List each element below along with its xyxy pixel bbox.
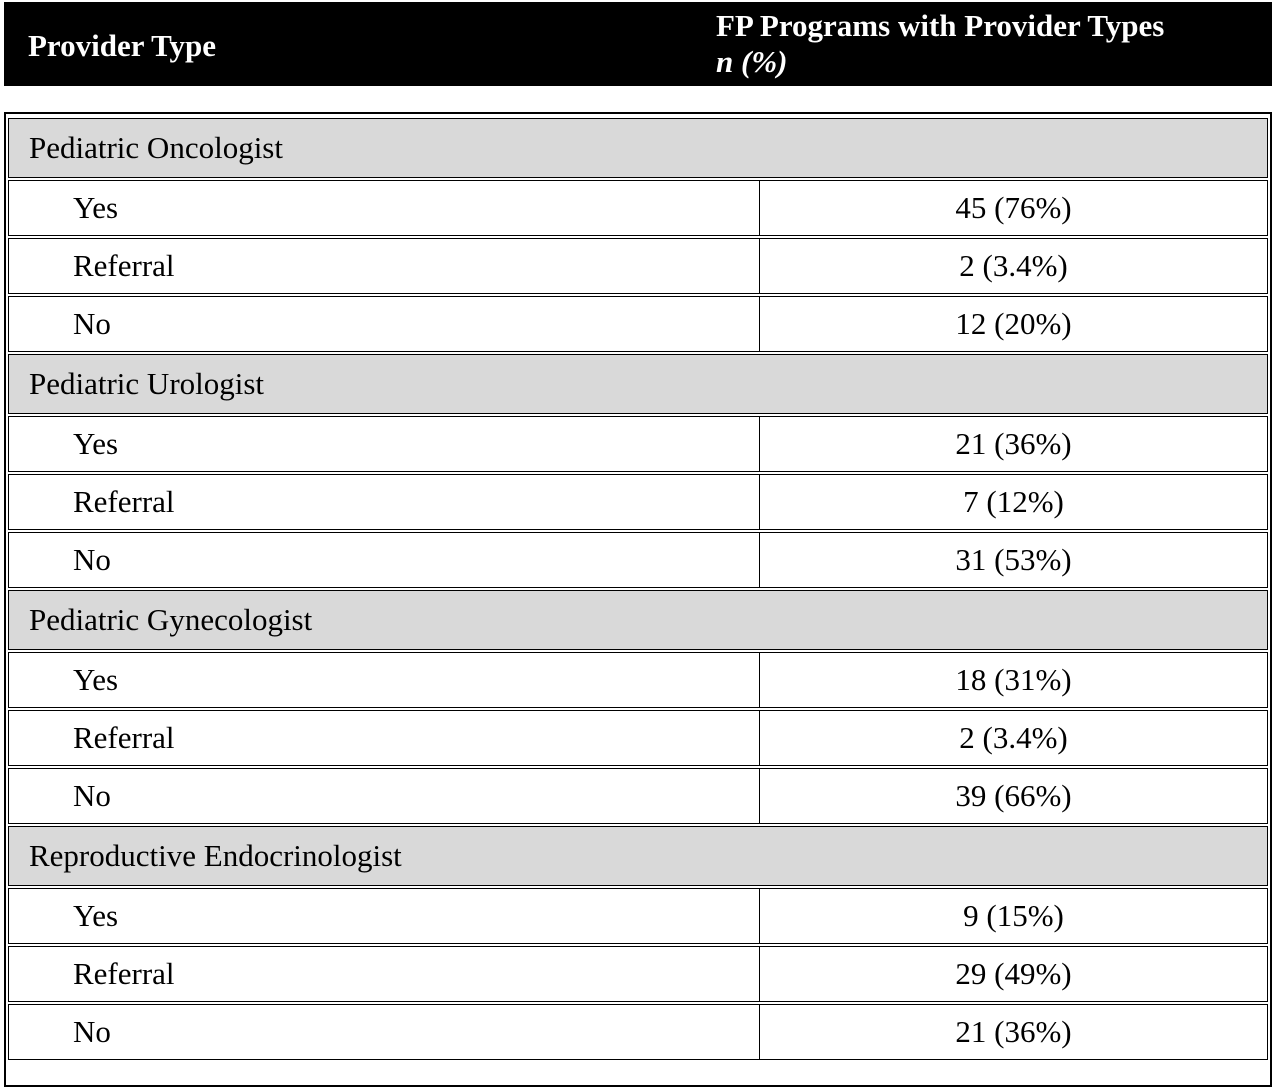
row-value: 2 (3.4%)	[759, 238, 1268, 294]
group-row: Pediatric Gynecologist	[8, 590, 1268, 650]
row-label: Referral	[8, 710, 759, 766]
row-value: 2 (3.4%)	[759, 710, 1268, 766]
table-row: Referral 2 (3.4%)	[8, 710, 1268, 766]
group-row: Pediatric Urologist	[8, 354, 1268, 414]
group-row: Reproductive Endocrinologist	[8, 826, 1268, 886]
group-name: Reproductive Endocrinologist	[8, 826, 1268, 886]
table-row: No 12 (20%)	[8, 296, 1268, 352]
row-label: No	[8, 296, 759, 352]
programs-header: FP Programs with Provider Types n (%)	[716, 8, 1164, 80]
table-row: Yes 9 (15%)	[8, 888, 1268, 944]
group-row: Pediatric Oncologist	[8, 118, 1268, 178]
table-row: Referral 7 (12%)	[8, 474, 1268, 530]
row-value: 21 (36%)	[759, 416, 1268, 472]
row-label: No	[8, 768, 759, 824]
row-value: 39 (66%)	[759, 768, 1268, 824]
table-header: Provider Type FP Programs with Provider …	[4, 2, 1272, 86]
programs-header-title: FP Programs with Provider Types	[716, 8, 1165, 43]
table-row: Yes 18 (31%)	[8, 652, 1268, 708]
programs-header-unit: n (%)	[716, 44, 788, 79]
provider-type-header: Provider Type	[28, 28, 217, 63]
group-name: Pediatric Urologist	[8, 354, 1268, 414]
group-name: Pediatric Oncologist	[8, 118, 1268, 178]
table-row: Yes 45 (76%)	[8, 180, 1268, 236]
row-label: Referral	[8, 474, 759, 530]
row-label: Yes	[8, 180, 759, 236]
table-row: No 31 (53%)	[8, 532, 1268, 588]
table-row: Referral 29 (49%)	[8, 946, 1268, 1002]
row-value: 45 (76%)	[759, 180, 1268, 236]
row-value: 12 (20%)	[759, 296, 1268, 352]
row-label: No	[8, 532, 759, 588]
data-table: Pediatric Oncologist Yes 45 (76%) Referra…	[8, 116, 1268, 1062]
table-row: No 21 (36%)	[8, 1004, 1268, 1060]
row-value: 18 (31%)	[759, 652, 1268, 708]
row-value: 21 (36%)	[759, 1004, 1268, 1060]
row-label: Referral	[8, 238, 759, 294]
row-label: Referral	[8, 946, 759, 1002]
row-value: 29 (49%)	[759, 946, 1268, 1002]
group-name: Pediatric Gynecologist	[8, 590, 1268, 650]
data-table-frame: Pediatric Oncologist Yes 45 (76%) Referra…	[4, 112, 1272, 1087]
row-label: No	[8, 1004, 759, 1060]
row-label: Yes	[8, 416, 759, 472]
row-value: 9 (15%)	[759, 888, 1268, 944]
table-row: No 39 (66%)	[8, 768, 1268, 824]
table-row: Referral 2 (3.4%)	[8, 238, 1268, 294]
row-value: 31 (53%)	[759, 532, 1268, 588]
row-value: 7 (12%)	[759, 474, 1268, 530]
row-label: Yes	[8, 652, 759, 708]
row-label: Yes	[8, 888, 759, 944]
table-row: Yes 21 (36%)	[8, 416, 1268, 472]
